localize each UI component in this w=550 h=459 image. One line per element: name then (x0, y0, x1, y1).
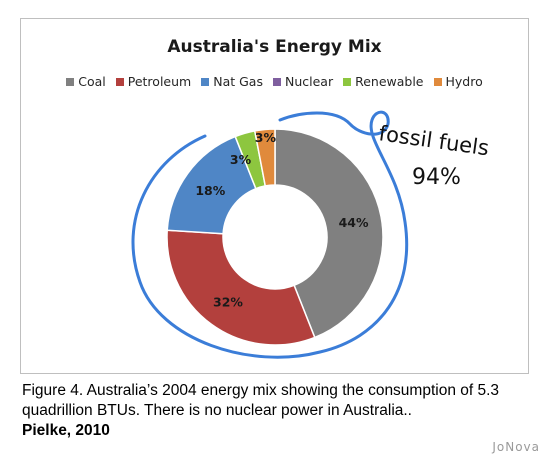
legend-label: Renewable (355, 74, 424, 89)
legend-label: Coal (78, 74, 106, 89)
slice-label-hydro: 3% (255, 130, 277, 145)
legend-swatch (433, 77, 442, 86)
legend-item-petroleum: Petroleum (115, 74, 192, 89)
legend-swatch (272, 77, 281, 86)
legend-label: Petroleum (127, 74, 192, 89)
legend-swatch (343, 77, 352, 86)
slice-label-coal: 44% (339, 215, 369, 230)
slice-label-nat-gas: 18% (195, 183, 225, 198)
legend-swatch (201, 77, 210, 86)
legend-item-nuclear: Nuclear (272, 74, 334, 89)
caption-source: Pielke, 2010 (22, 422, 110, 439)
legend-item-renewable: Renewable (343, 74, 424, 89)
legend-item-hydro: Hydro (433, 74, 483, 89)
legend-item-coal: Coal (66, 74, 106, 89)
annotation-percent: 94% (412, 165, 461, 190)
legend-label: Nat Gas (213, 74, 263, 89)
annotation-fossil-fuels: fossil fuels (377, 121, 490, 160)
caption-text: Figure 4. Australia’s 2004 energy mix sh… (22, 382, 500, 419)
slice-label-renewable: 3% (230, 152, 252, 167)
slice-label-petroleum: 32% (213, 295, 243, 310)
watermark: JoNova (492, 440, 540, 454)
legend-swatch (66, 77, 75, 86)
legend-label: Hydro (445, 74, 483, 89)
fossil-fuels-circle-annotation (131, 110, 409, 359)
figure-caption: Figure 4. Australia’s 2004 energy mix sh… (22, 381, 542, 441)
slice-coal (274, 128, 384, 339)
legend-item-nat-gas: Nat Gas (201, 74, 263, 89)
slice-nat-gas (166, 135, 257, 235)
slice-hydro (253, 128, 276, 187)
chart-title: Australia's Energy Mix (167, 37, 382, 57)
chart-legend: Coal Petroleum Nat Gas Nuclear Renewable Hydr… (21, 74, 528, 89)
legend-label: Nuclear (284, 74, 334, 89)
legend-swatch (115, 77, 124, 86)
slice-petroleum (166, 229, 316, 346)
